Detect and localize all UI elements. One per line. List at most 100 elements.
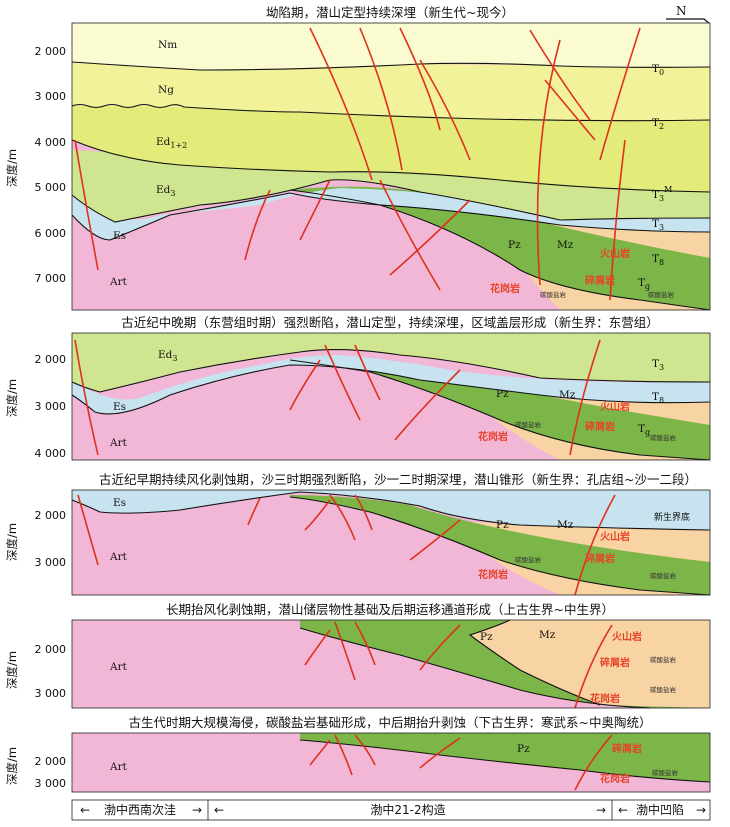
- region-bar-frame: [71, 799, 711, 821]
- region-arrow-left-icon: ←: [80, 803, 90, 817]
- panel-3-unit-mz: Mz: [557, 519, 574, 531]
- panel-5-lith-clastic: 碎屑岩: [612, 742, 642, 755]
- panel-3-frame: [71, 489, 711, 596]
- panel-1-fault: [389, 199, 471, 276]
- panel-1-unit-pz: Pz: [508, 239, 521, 251]
- panel-1-horizon-tg: [289, 189, 711, 311]
- panel-2-frame: [71, 332, 711, 461]
- panel-1-es-layer: [72, 188, 710, 240]
- panel-1-y-label: 深度/m: [5, 149, 19, 187]
- panel-1-y-tick: 3 000: [35, 90, 67, 103]
- panel-3-es-layer: [72, 490, 710, 530]
- panel-4-lith-carbonate: 碳酸盐岩: [650, 655, 677, 664]
- panel-1-unit-mz: Mz: [557, 239, 574, 251]
- panel-4-lith-volcanic: 火山岩: [612, 630, 642, 643]
- panel-3-fault: [304, 499, 331, 531]
- panel-5-lith-granite: 花岗岩: [600, 772, 630, 785]
- panel-2-y-tick: 2 000: [35, 353, 67, 366]
- panel-2-lith-clastic: 碎屑岩: [585, 420, 615, 433]
- panel-2-pz-layer: [290, 356, 710, 460]
- panel-1-ed12-layer: [72, 105, 710, 192]
- panel-4-unit-mz: Mz: [539, 629, 556, 641]
- panel-5-lith-carbonate: 碳酸盐岩: [652, 768, 679, 777]
- panel-4-lith-granite: 花岗岩: [590, 692, 620, 705]
- panel-1-horizon-t3: [71, 179, 711, 223]
- panel-5-pz-layer: [300, 733, 710, 782]
- panel-2-horizon-label-t8: T8: [652, 391, 664, 405]
- panel-2-unit-art: Art: [109, 437, 128, 449]
- panel-4-fault: [354, 621, 376, 666]
- panel-1-lith-carbonate-2: 碳酸盐岩: [648, 290, 675, 299]
- panel-1-unit-nm: Nm: [158, 39, 177, 51]
- panel-1-unit-ed3: Ed3: [156, 184, 175, 198]
- region-bar: ← 渤中西南次洼 → ← 渤中21-2构造 → ← 渤中凹陷 →: [71, 799, 711, 821]
- panel-1-fault: [536, 39, 561, 286]
- panel-2-horizon-label-t3: T3: [652, 358, 664, 372]
- panel-1-horizon-label-t3m: T3M: [652, 185, 672, 203]
- panel-4-horizon-mz: [468, 619, 601, 706]
- panel-1-horizon-t8: [71, 192, 711, 241]
- panel-5-fault: [334, 734, 353, 776]
- panel-4-fault: [334, 621, 356, 681]
- panel-3-lith-carbonate: 碳酸盐岩: [515, 555, 542, 564]
- panel-5-fault: [354, 734, 376, 766]
- panel-1: 坳陷期，潜山定型持续深埋（新生代~现今）: [5, 5, 711, 311]
- panel-1-fault: [74, 139, 99, 271]
- panel-3-y-label: 深度/m: [5, 523, 19, 561]
- panel-1-y-tick: 5 000: [35, 181, 67, 194]
- panel-1-fault: [359, 27, 403, 171]
- north-arrow: N: [666, 4, 711, 25]
- panel-3-fault: [247, 497, 261, 526]
- panel-2-lith-carbonate-2: 碳酸盐岩: [650, 433, 677, 442]
- panel-3-cenozoic-base-label: 新生界底: [654, 511, 690, 523]
- panel-2-ed3-layer: [72, 333, 710, 392]
- panel-1-horizon-label-t2: T2: [652, 117, 664, 131]
- panel-2-fault: [74, 339, 99, 456]
- panel-4-horizon-base: [299, 627, 651, 709]
- panel-3-pz-layer: [290, 495, 710, 595]
- panel-1-unit-es: Es: [113, 230, 126, 242]
- panel-1-fault: [379, 179, 441, 291]
- region-arrow-right-icon: →: [596, 803, 606, 817]
- panel-3-y-tick: 2 000: [35, 509, 67, 522]
- panel-1-lith-volcanic: 火山岩: [600, 247, 630, 260]
- panel-3: 古近纪早期持续风化剥蚀期，沙三时期强烈断陷，沙一二时期深埋，潜山锥形（新生界：孔…: [5, 472, 711, 596]
- panel-3-fault: [329, 494, 356, 541]
- panel-1-pz-layer: [290, 186, 710, 310]
- panel-3-lith-carbonate-2: 碳酸盐岩: [650, 571, 677, 580]
- panel-2-y-label: 深度/m: [5, 379, 19, 417]
- panel-1-fault: [599, 27, 641, 161]
- panel-2-horizon-t3: [71, 349, 711, 393]
- panel-5-fault: [574, 734, 613, 791]
- panel-4-y-tick: 3 000: [35, 687, 67, 700]
- panel-5-y-tick: 2 000: [35, 755, 67, 768]
- region-arrow-right-icon: →: [192, 803, 202, 817]
- panel-1-horizon-label-tg: Tg: [638, 277, 650, 291]
- panel-1-fault: [529, 29, 591, 121]
- panel-2-horizon-label-tg: Tg: [638, 423, 650, 437]
- north-label: N: [676, 4, 687, 18]
- panel-1-lith-granite: 花岗岩: [490, 282, 520, 295]
- panel-4-y-tick: 2 000: [35, 643, 67, 656]
- panel-5-unit-pz: Pz: [517, 743, 530, 755]
- panel-1-nm-layer: [72, 23, 710, 70]
- panel-1-y-tick: 7 000: [35, 272, 67, 285]
- panel-4-unit-pz: Pz: [480, 631, 493, 643]
- panel-2-unit-mz: Mz: [559, 389, 576, 401]
- panel-1-frame: [71, 22, 711, 311]
- region-arrow-left-icon: ←: [618, 803, 628, 817]
- panel-1-fault: [309, 27, 373, 181]
- region-label: 渤中21-2构造: [370, 802, 445, 817]
- panel-3-unit-pz: Pz: [496, 519, 509, 531]
- panel-4-y-label: 深度/m: [5, 651, 19, 689]
- panel-1-y-tick: 2 000: [35, 45, 67, 58]
- panel-5-frame: [71, 732, 711, 793]
- panel-4-mz-layer: [470, 620, 710, 708]
- panel-1-y-tick: 4 000: [35, 136, 67, 149]
- panel-4-fault: [419, 624, 461, 671]
- panel-1-unit-art: Art: [109, 276, 128, 288]
- panel-2-y-tick: 3 000: [35, 400, 67, 413]
- panel-2-fault: [354, 344, 381, 401]
- panel-1-y-tick: 6 000: [35, 227, 67, 240]
